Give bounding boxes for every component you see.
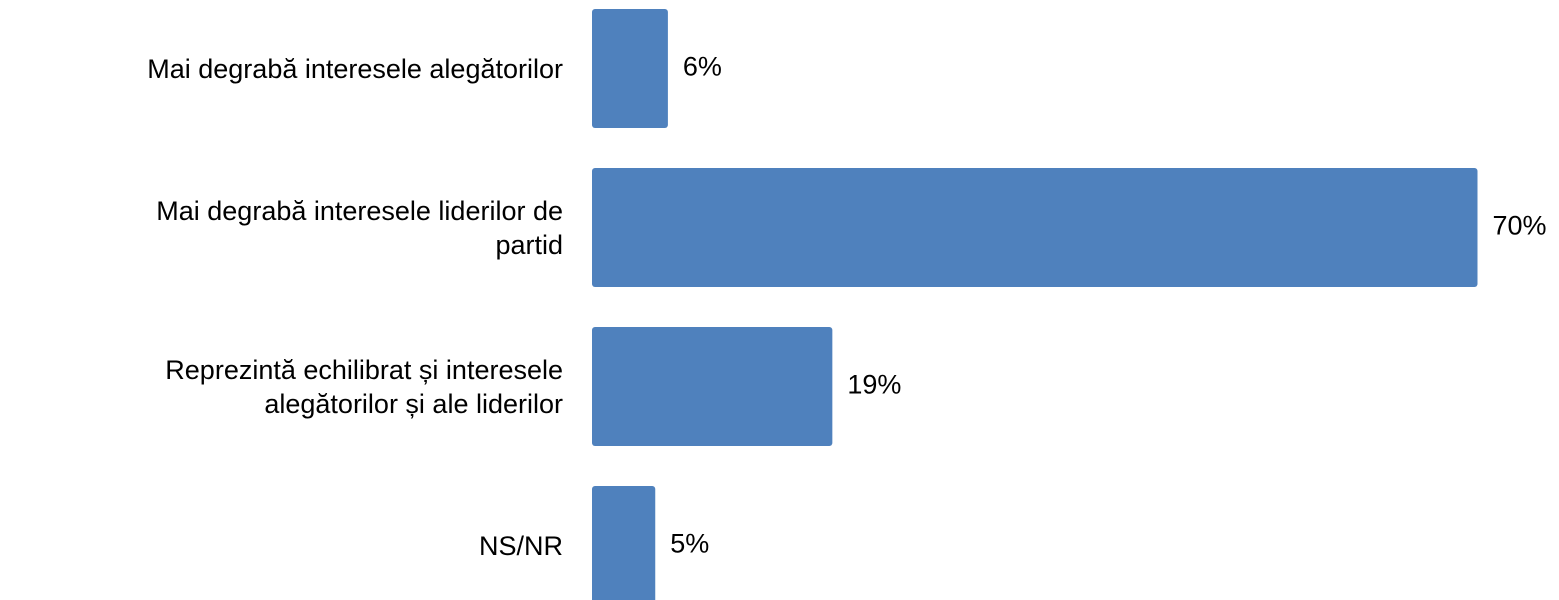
category-label: Reprezintă echilibrat și interesele aleg… [165,354,563,419]
bar [592,486,656,600]
value-label: 6% [683,52,722,82]
category-label: Mai degrabă interesele liderilor de part… [156,195,563,260]
value-label: 5% [670,529,709,559]
value-label: 19% [847,370,901,400]
value-label: 70% [1493,211,1547,241]
bar [592,9,668,128]
bar [592,168,1478,287]
category-label: NS/NR [478,530,563,561]
category-label: Mai degrabă interesele alegătorilor [147,53,563,84]
bar [592,327,833,446]
